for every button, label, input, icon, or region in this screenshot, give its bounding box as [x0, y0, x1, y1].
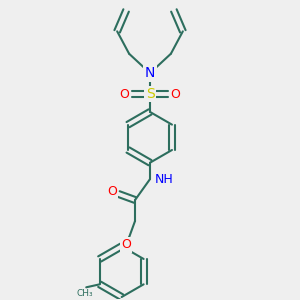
Text: O: O [121, 238, 131, 251]
Text: O: O [120, 88, 130, 100]
Text: O: O [107, 184, 117, 197]
Text: S: S [146, 87, 154, 101]
Text: NH: NH [154, 172, 173, 186]
Text: N: N [145, 66, 155, 80]
Text: O: O [170, 88, 180, 100]
Text: CH₃: CH₃ [76, 289, 93, 298]
